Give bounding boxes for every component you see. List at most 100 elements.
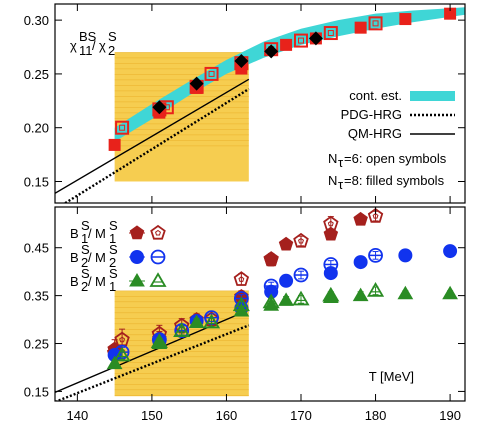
nt6-open-square	[323, 26, 338, 41]
top-y-ticks: 0.15 0.20 0.25 0.30	[24, 4, 465, 203]
x-tick-label: 150	[141, 408, 163, 423]
legend-s2-slash: /	[88, 250, 92, 265]
legend-s1-base-sub: 1	[81, 231, 88, 246]
legend-marker-s3-open	[149, 272, 167, 287]
legend-nt6-sub: τ	[338, 155, 344, 170]
legend-s3-den: M	[95, 274, 106, 289]
diamond-marker	[189, 76, 204, 91]
marker-s3-filled	[233, 302, 250, 317]
nt8-filled-square	[108, 138, 121, 151]
marker-s3-filled	[397, 285, 414, 300]
nt8-filled-square	[235, 62, 248, 75]
x-tick-label: 170	[290, 408, 312, 423]
top-plot-frame	[54, 3, 466, 204]
y-tick-label-top: 0.15	[24, 174, 49, 189]
legend-s3-base-sup: S	[81, 266, 90, 281]
nt6-open-square	[294, 33, 308, 48]
y-tick-label-top: 0.20	[24, 121, 49, 136]
x-axis-label: T [MeV]	[369, 369, 414, 384]
ylabel-slash: /	[92, 38, 96, 53]
nt6-open-square-inner	[119, 124, 126, 131]
legend-nt8-sub: τ	[338, 177, 344, 192]
y-tick-label-bottom: 0.25	[24, 337, 49, 352]
marker-s3-open	[113, 346, 131, 362]
legend-cont-label: cont. est.	[349, 88, 402, 103]
legend-s1-base: B	[70, 226, 79, 241]
legend-s2-base-sup: S	[81, 242, 90, 257]
legend-s1-base-sup: S	[81, 218, 90, 233]
bottom-plot-area	[55, 207, 458, 401]
marker-s3-open	[366, 282, 385, 297]
marker-s2-filled	[398, 248, 413, 263]
legend-s3: B S 2 / M S 1	[70, 266, 118, 294]
bottom-legend-markers	[129, 224, 167, 287]
top-panel: 0.15 0.20 0.25 0.30 χ BS 11 / χ S 2 cont. e…	[24, 3, 466, 204]
x-tick-label: 160	[216, 408, 238, 423]
x-tick-label: 180	[365, 408, 387, 423]
marker-s3-open	[173, 322, 191, 337]
legend-s2-base-sub: 2	[81, 255, 88, 270]
nt6-open-square-inner	[208, 70, 215, 77]
legend-s2-den-sup: S	[109, 242, 118, 257]
bottom-legend: B S 1 / M S 1 B S 2 / M S 2 B S 2 /	[70, 218, 167, 294]
top-ylabel: χ BS 11 / χ S 2	[70, 29, 117, 58]
legend-qm-label: QM-HRG	[348, 126, 402, 141]
continuum-band	[114, 7, 465, 142]
nt6-open-square-inner	[298, 37, 304, 44]
y-tick-label-bottom: 0.45	[24, 241, 49, 256]
top-plot-area	[55, 7, 465, 203]
legend-s2-base: B	[70, 250, 79, 265]
marker-s1-open-inner	[119, 336, 126, 343]
marker-s3-open	[202, 313, 221, 329]
marker-s1-open	[293, 232, 309, 248]
legend-s3-den-sub: 1	[109, 279, 116, 294]
pdg-hrg-line-bottom	[55, 324, 250, 401]
legend-marker-s1-open	[150, 224, 166, 240]
legend-nt8-suffix: =8: filled symbols	[344, 173, 445, 188]
marker-s1-filled	[263, 252, 279, 267]
legend-s3-base-sub: 2	[81, 279, 88, 294]
ylabel-chi-num: χ	[70, 38, 77, 53]
marker-s3-filled	[322, 289, 339, 304]
nt8-filled-square	[444, 7, 457, 20]
legend-pdg-label: PDG-HRG	[341, 107, 402, 122]
marker-s3-filled	[188, 314, 205, 328]
marker-s3-filled	[442, 285, 458, 300]
marker-s2-filled	[323, 266, 338, 281]
marker-s1-filled	[323, 226, 339, 241]
ylabel-den-sub: 2	[108, 43, 115, 58]
legend-s2: B S 2 / M S 2	[70, 242, 118, 270]
legend-s3-den-sup: S	[109, 266, 118, 281]
marker-s3-filled	[151, 335, 168, 350]
diamond-marker	[152, 100, 167, 115]
top-legend: cont. est. PDG-HRG QM-HRG N τ =6: open s…	[328, 88, 455, 192]
marker-s2-filled	[443, 244, 458, 259]
nt6-open-square-inner	[372, 20, 379, 27]
diamond-marker	[264, 44, 279, 59]
ylabel-chi-den: χ	[99, 38, 106, 53]
legend-s2-den-sub: 2	[109, 255, 116, 270]
nt8-filled-square	[399, 13, 412, 26]
legend-cont-swatch	[410, 91, 455, 101]
legend-marker-s3-filled	[129, 273, 145, 287]
marker-s1-filled	[353, 211, 368, 226]
legend-nt8-prefix: N	[328, 173, 337, 188]
diamond-marker	[308, 31, 323, 46]
legend-nt6-suffix: =6: open symbols	[344, 151, 447, 166]
marker-s1-open	[367, 207, 384, 223]
bottom-panel: 0.15 0.25 0.35 0.45 140 150 160 170 180 190 B S 1…	[24, 206, 466, 423]
marker-s1-open-inner	[298, 237, 304, 244]
nt8-filled-square	[354, 21, 367, 34]
marker-s2-filled	[279, 273, 294, 288]
nt6-open-square-inner	[327, 30, 334, 37]
legend-nt8: N τ =8: filled symbols	[328, 173, 445, 192]
marker-s3-filled	[352, 287, 369, 302]
y-tick-label-bottom: 0.35	[24, 289, 49, 304]
ylabel-den-sup: S	[108, 29, 117, 44]
y-tick-label-top: 0.30	[24, 13, 49, 28]
crossover-band-bottom	[114, 290, 249, 397]
legend-nt6: N τ =6: open symbols	[328, 151, 447, 170]
qm-hrg-line-top	[55, 78, 250, 194]
marker-s3-filled	[263, 297, 280, 311]
